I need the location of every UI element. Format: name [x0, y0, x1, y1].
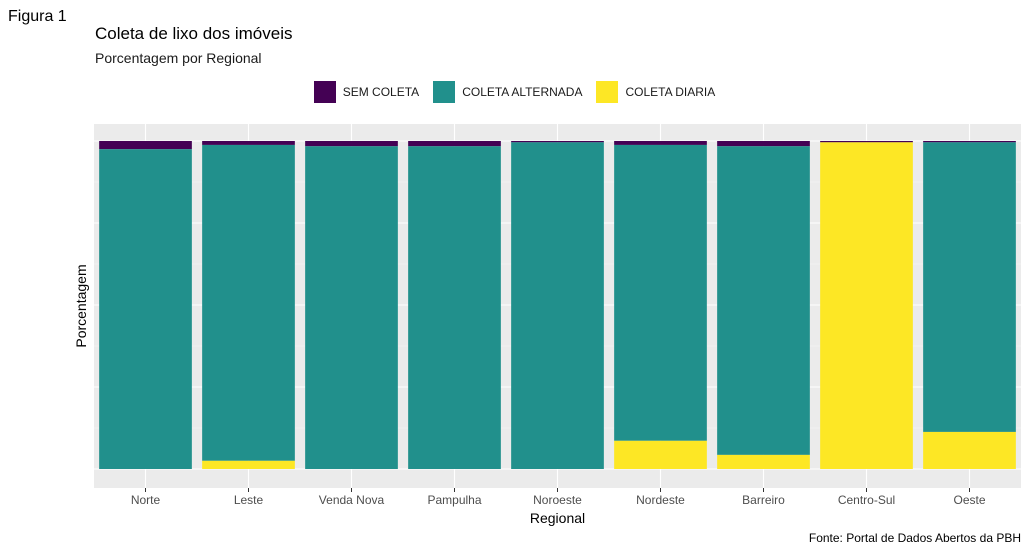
legend-label-coleta-alternada: COLETA ALTERNADA	[462, 85, 583, 99]
x-tick-label: Nordeste	[636, 493, 685, 507]
bar-segment	[202, 144, 295, 461]
x-tick-label: Pampulha	[427, 493, 481, 507]
legend-item-coleta-diaria: COLETA DIARIA	[596, 81, 715, 103]
x-axis-title: Regional	[530, 510, 585, 526]
bar-segment	[923, 141, 1016, 143]
bars	[99, 141, 1016, 470]
bar-segment	[202, 141, 295, 145]
bar-segment	[202, 460, 295, 469]
x-tick-label: Oeste	[953, 493, 985, 507]
legend-key-sem-coleta	[313, 81, 336, 103]
bar-segment	[614, 141, 707, 145]
legend-item-coleta-alternada: COLETA ALTERNADA	[433, 81, 582, 103]
x-tick-label: Norte	[131, 493, 161, 507]
bar-segment	[717, 146, 810, 455]
legend-key-coleta-diaria	[596, 81, 619, 103]
bar-segment	[408, 146, 501, 470]
bar-segment	[99, 149, 192, 469]
x-tick-label: Noroeste	[533, 493, 582, 507]
bar-segment	[923, 142, 1016, 432]
bar-segment	[511, 142, 604, 469]
legend-key-coleta-alternada	[433, 81, 456, 103]
source-note: Fonte: Portal de Dados Abertos da PBH	[808, 531, 1021, 545]
legend-label-coleta-diaria: COLETA DIARIA	[625, 85, 716, 99]
bar-segment	[614, 144, 707, 441]
bar-segment	[923, 431, 1016, 469]
x-tick-label: Leste	[234, 493, 264, 507]
y-axis-title: Porcentagem	[73, 264, 89, 347]
chart-subtitle: Porcentagem por Regional	[95, 50, 262, 66]
legend: SEM COLETA COLETA ALTERNADA COLETA DIARI…	[0, 81, 1029, 103]
figure-label: Figura 1	[8, 8, 67, 25]
chart-title: Coleta de lixo dos imóveis	[95, 24, 293, 43]
bar-segment	[511, 141, 604, 143]
bar-segment	[820, 141, 913, 143]
x-tick-label: Centro-Sul	[838, 493, 895, 507]
bar-segment	[305, 146, 398, 470]
bar-segment	[614, 440, 707, 469]
bar-segment	[408, 141, 501, 147]
bar-segment	[820, 142, 913, 469]
x-tick-label: Barreiro	[742, 493, 785, 507]
bar-segment	[717, 454, 810, 469]
x-tick-label: Venda Nova	[319, 493, 385, 507]
x-axis-ticks: Norte Leste Venda Nova Pampulha Noroeste Nord…	[131, 488, 986, 507]
legend-item-sem-coleta: SEM COLETA	[313, 81, 420, 103]
bar-segment	[305, 141, 398, 147]
legend-label-sem-coleta: SEM COLETA	[342, 85, 420, 99]
bar-segment	[99, 141, 192, 150]
bar-segment	[717, 141, 810, 147]
